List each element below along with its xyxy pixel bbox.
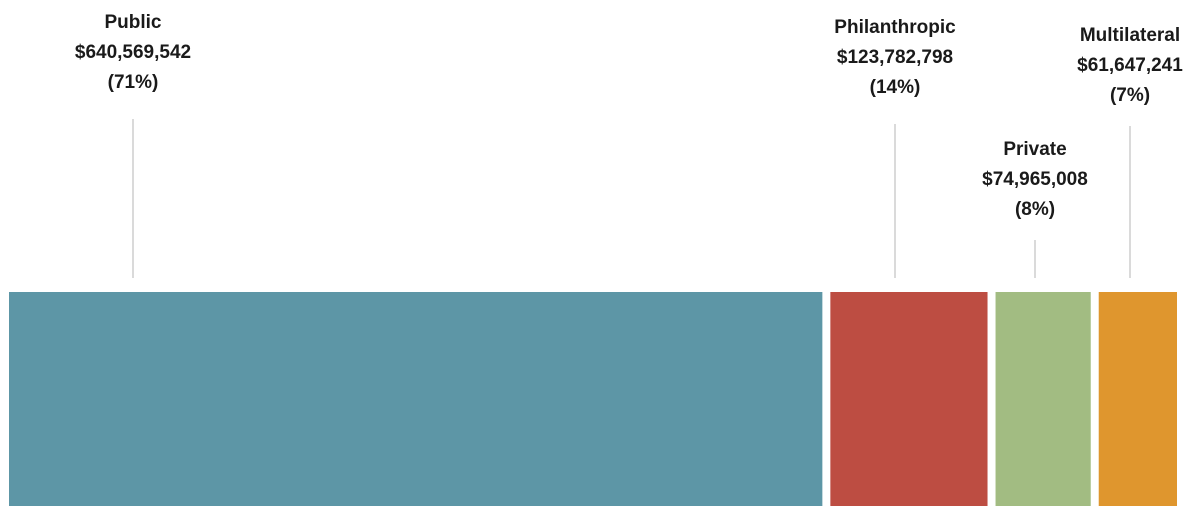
bar-segments <box>9 292 1177 506</box>
category-label-multilateral: Multilateral <box>1080 25 1180 46</box>
leader-lines <box>132 119 1131 278</box>
category-label-private: Private <box>1003 139 1066 160</box>
category-label-public: Public <box>104 12 161 33</box>
bar-segment-philanthropic <box>830 292 988 506</box>
percent-label-multilateral: (7%) <box>1110 85 1150 106</box>
bar-segment-multilateral <box>1098 292 1177 506</box>
value-label-philanthropic: $123,782,798 <box>837 47 953 68</box>
bar-segment-public <box>9 292 823 506</box>
value-label-public: $640,569,542 <box>75 42 191 63</box>
value-label-multilateral: $61,647,241 <box>1077 55 1183 76</box>
percent-label-private: (8%) <box>1015 199 1055 220</box>
percent-label-public: (71%) <box>108 72 159 93</box>
percent-label-philanthropic: (14%) <box>870 77 921 98</box>
segment-labels: Public $640,569,542 (71%) Philanthropic $123… <box>75 12 1183 220</box>
bar-segment-private <box>995 292 1091 506</box>
category-label-philanthropic: Philanthropic <box>834 17 956 38</box>
value-label-private: $74,965,008 <box>982 169 1088 190</box>
